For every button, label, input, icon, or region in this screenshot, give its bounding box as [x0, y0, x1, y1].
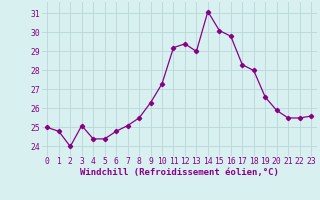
X-axis label: Windchill (Refroidissement éolien,°C): Windchill (Refroidissement éolien,°C) — [80, 168, 279, 177]
